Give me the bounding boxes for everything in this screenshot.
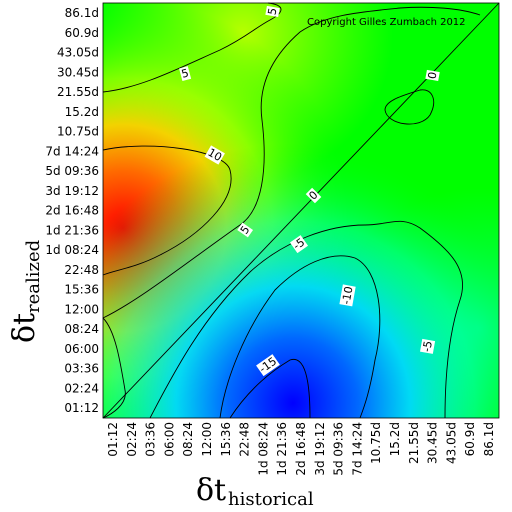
y-tick-label: 15:36 — [64, 283, 99, 297]
x-tick-label: 86.1d — [482, 422, 496, 456]
y-tick-label: 1d 21:36 — [45, 223, 99, 237]
y-tick-label: 06:00 — [64, 342, 99, 356]
x-tick-label: 5d 09:36 — [332, 422, 346, 476]
x-tick-label: 1d 08:24 — [256, 422, 270, 476]
contour-label: 0 — [426, 71, 440, 80]
x-tick-label: 1d 21:36 — [275, 422, 289, 476]
contour-label-box — [339, 284, 356, 307]
y-axis-symbol: δt — [7, 313, 42, 343]
y-tick-label: 22:48 — [64, 263, 99, 277]
y-tick-label: 21.55d — [57, 85, 99, 99]
contour-label-box — [289, 235, 309, 254]
x-tick-label: 2d 16:48 — [294, 422, 308, 476]
y-tick-label: 03:36 — [64, 362, 99, 376]
contour-label-box — [265, 5, 280, 17]
x-tick-labels: 01:12 02:24 03:36 06:00 08:24 12:00 15:36 22:48… — [106, 422, 496, 476]
y-tick-label: 2d 16:48 — [45, 204, 99, 218]
x-axis-symbol: δt — [196, 473, 226, 508]
contour-plus5-bottom — [102, 317, 126, 419]
y-tick-label: 12:00 — [64, 302, 99, 316]
contour-lines — [102, 2, 500, 419]
x-tick-label: 15.2d — [388, 422, 402, 456]
x-tick-label: 06:00 — [162, 422, 176, 457]
contour-label: 5 — [266, 7, 280, 16]
x-tick-label: 21.55d — [407, 422, 421, 464]
y-tick-label: 01:12 — [64, 401, 99, 415]
contour-label-box — [256, 354, 280, 377]
y-tick-label: 7d 14:24 — [45, 144, 99, 158]
y-tick-labels: 86.1d 60.9d 43.05d 30.45d 21.55d 15.2d 10.75d 7… — [45, 6, 99, 415]
y-tick-label: 15.2d — [65, 105, 99, 119]
y-tick-label: 30.45d — [57, 65, 99, 79]
y-tick-label: 02:24 — [64, 381, 99, 395]
contour-label-box — [204, 145, 225, 165]
contour-label: 5 — [180, 66, 190, 80]
plot-frame — [102, 2, 500, 419]
x-tick-label: 22:48 — [238, 422, 252, 457]
contour-label: 10 — [205, 146, 224, 164]
y-tick-label: 5d 09:36 — [45, 164, 99, 178]
x-tick-label: 60.9d — [463, 422, 477, 456]
contour-label: -5 — [420, 340, 435, 353]
x-tick-label: 12:00 — [200, 422, 214, 457]
contour-label: -10 — [340, 285, 356, 305]
y-tick-label: 08:24 — [64, 322, 99, 336]
contour-label-box — [305, 187, 322, 204]
x-tick-label: 7d 14:24 — [350, 422, 364, 476]
copyright-text: Copyright Gilles Zumbach 2012 — [307, 17, 466, 28]
x-tick-label: 01:12 — [106, 422, 120, 457]
contour-zero-loop — [384, 89, 434, 125]
y-tick-label: 10.75d — [57, 125, 99, 139]
x-tick-label: 15:36 — [219, 422, 233, 457]
y-tick-label: 60.9d — [65, 26, 99, 40]
x-tick-label: 03:36 — [144, 422, 158, 457]
y-tick-label: 43.05d — [57, 46, 99, 60]
contour-plus10 — [102, 145, 232, 276]
x-tick-label: 3d 19:12 — [313, 422, 327, 476]
contour-plus5-top — [102, 2, 481, 319]
x-tick-label: 10.75d — [369, 422, 383, 464]
contour-label-box — [425, 69, 440, 81]
contour-minus5 — [149, 220, 464, 419]
contour-label-box — [420, 338, 436, 354]
y-tick-label: 86.1d — [65, 6, 99, 20]
contour-labels: 5 10 0 5 -5 -10 -15 -5 0 5 — [179, 5, 440, 377]
x-tick-label: 08:24 — [181, 422, 195, 457]
contour-minus10 — [219, 255, 381, 419]
y-tick-label: 1d 08:24 — [45, 243, 99, 257]
x-tick-label: 43.05d — [444, 422, 458, 464]
x-axis-subscript: historical — [228, 489, 314, 510]
y-tick-label: 3d 19:12 — [45, 184, 99, 198]
x-tick-label: 02:24 — [125, 422, 139, 457]
contour-label-box — [237, 222, 254, 238]
x-tick-label: 30.45d — [426, 422, 440, 464]
y-axis-subscript: realized — [23, 240, 44, 313]
contour-minus15 — [229, 358, 311, 419]
contour-label-box — [179, 66, 192, 82]
